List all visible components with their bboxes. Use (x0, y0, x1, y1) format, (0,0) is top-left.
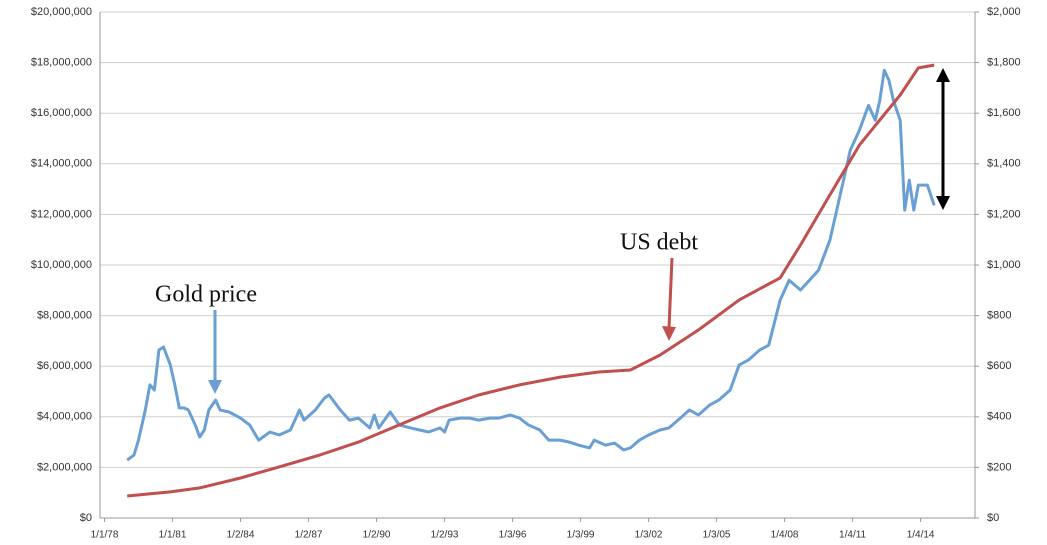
annotation: US debt (620, 230, 698, 256)
y2-tick-label: $400 (987, 411, 1011, 423)
x-tick-label: 1/3/02 (635, 530, 663, 541)
y-tick-label: $8,000,000 (37, 310, 92, 322)
y2-tick-label: $600 (987, 360, 1011, 372)
y-tick-label: $2,000,000 (37, 461, 92, 473)
x-tick-label: 1/1/81 (159, 530, 187, 541)
x-tick-label: 1/3/99 (567, 530, 595, 541)
y-tick-label: $20,000,000 (31, 6, 92, 18)
annotation: Gold price (155, 282, 257, 308)
x-tick-label: 1/2/90 (363, 530, 391, 541)
y-tick-label: $16,000,000 (31, 107, 92, 119)
y2-tick-label: $1,400 (987, 158, 1021, 170)
x-tick-label: 1/2/84 (227, 530, 255, 541)
y2-tick-label: $800 (987, 310, 1011, 322)
y2-tick-label: $1,600 (987, 107, 1021, 119)
y-tick-label: $18,000,000 (31, 57, 92, 69)
y2-tick-label: $2,000 (987, 6, 1021, 18)
annotation-arrowhead (662, 326, 676, 341)
y2-tick-label: $1,200 (987, 208, 1021, 220)
annotation-arrow (667, 257, 674, 329)
x-tick-label: 1/1/78 (91, 530, 119, 541)
y2-tick-label: $1,800 (987, 57, 1021, 69)
y2-tick-label: $1,000 (987, 259, 1021, 271)
x-tick-label: 1/2/93 (431, 530, 459, 541)
x-tick-label: 1/4/14 (907, 530, 935, 541)
series-line (127, 63, 935, 498)
y-tick-label: $0 (80, 512, 92, 524)
y2-tick-label: $200 (987, 461, 1011, 473)
annotation-arrowhead (208, 380, 222, 394)
x-tick-label: 1/4/11 (839, 530, 866, 541)
y-tick-label: $6,000,000 (37, 360, 92, 372)
x-tick-label: 1/4/08 (771, 530, 799, 541)
y-tick-label: $14,000,000 (31, 158, 92, 170)
y2-tick-label: $0 (987, 512, 999, 524)
series-line (126, 68, 936, 462)
y-tick-label: $12,000,000 (31, 208, 92, 220)
x-tick-label: 1/3/96 (499, 530, 527, 541)
x-tick-label: 1/3/05 (703, 530, 731, 541)
y-tick-label: $10,000,000 (31, 259, 92, 271)
y-tick-label: $4,000,000 (37, 411, 92, 423)
x-tick-label: 1/2/87 (295, 530, 323, 541)
